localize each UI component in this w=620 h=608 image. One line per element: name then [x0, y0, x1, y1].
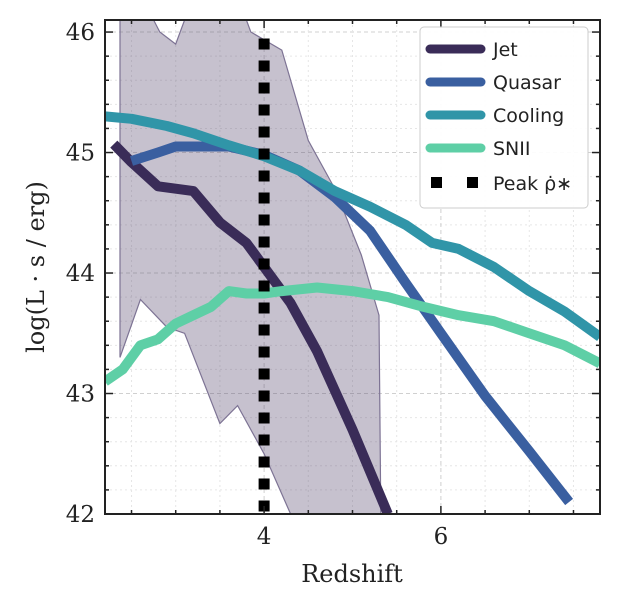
peak-marker-square	[258, 82, 270, 94]
peak-marker-square	[258, 258, 270, 270]
peak-marker-square	[258, 368, 270, 380]
legend-peak-square-1	[431, 177, 442, 188]
peak-marker-square	[258, 126, 270, 138]
series-layer	[105, 111, 600, 514]
legend-label-quasar: Quasar	[493, 72, 561, 94]
y-tick-label: 42	[66, 502, 95, 528]
x-tick-label: 6	[434, 524, 449, 550]
peak-marker-square	[258, 60, 270, 72]
peak-marker-square	[258, 412, 270, 424]
peak-marker-square	[258, 148, 270, 160]
series-line-snii	[105, 282, 600, 386]
legend-label-snii: SNII	[493, 138, 530, 160]
peak-marker-square	[258, 478, 270, 490]
peak-marker-square	[258, 390, 270, 402]
band-layer	[119, 20, 382, 514]
y-axis-label: log(L · s / erg)	[22, 181, 50, 353]
legend-peak-square-2	[467, 177, 478, 188]
jet-range-band	[119, 20, 382, 514]
legend-label-peak: Peak ρ̇∗	[493, 173, 572, 195]
peak-marker-square	[258, 302, 270, 314]
series-line-cooling	[105, 111, 600, 341]
peak-marker-square	[258, 324, 270, 336]
y-tick-label: 45	[66, 141, 95, 167]
peak-marker-square	[258, 236, 270, 248]
legend-box	[419, 26, 589, 209]
legend-label-cooling: Cooling	[493, 105, 564, 127]
x-axis-label: Redshift	[301, 560, 403, 588]
peak-marker-square	[258, 456, 270, 468]
peak-marker-square	[258, 214, 270, 226]
peak-marker-square	[258, 104, 270, 116]
peak-marker-square	[258, 170, 270, 182]
peak-marker-square	[258, 434, 270, 446]
x-tick-label: 4	[257, 524, 272, 550]
peak-marker-square	[258, 38, 270, 50]
peak-layer	[258, 38, 270, 512]
y-tick-label: 46	[66, 20, 95, 46]
series-line-jet	[110, 140, 393, 514]
peak-marker-square	[258, 280, 270, 292]
legend: Jet Quasar Cooling SNII Peak ρ̇∗	[419, 26, 589, 209]
y-tick-label: 43	[66, 382, 95, 408]
peak-marker-square	[258, 346, 270, 358]
legend-label-jet: Jet	[492, 39, 518, 61]
peak-marker-square	[258, 192, 270, 204]
y-tick-label: 44	[66, 261, 95, 287]
